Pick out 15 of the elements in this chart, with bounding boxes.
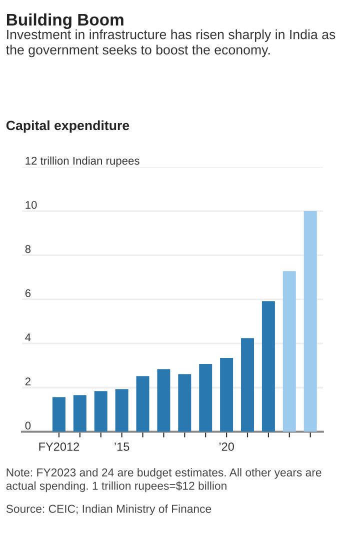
chart-title: Building Boom — [6, 13, 124, 29]
text: Note: FY2023 and 24 are budget estimates. All other years are actual spending. 1 trillion rupees=$12 billion — [6, 468, 322, 492]
y-tick-label: 4 — [25, 334, 31, 342]
x-tick-label: FY2012 — [39, 442, 80, 451]
x-tick-label: ’15 — [114, 442, 130, 451]
y-tick-label: 12 trillion Indian rupees — [26, 156, 140, 167]
y-tick-label: 0 — [25, 422, 31, 430]
y-tick-label: 6 — [25, 289, 31, 298]
text: Capital expenditure — [6, 120, 130, 133]
x-tick-label: ’20 — [219, 442, 234, 451]
y-tick-label: 8 — [25, 245, 31, 253]
y-tick-label: 2 — [25, 378, 30, 386]
y-tick-label: 10 — [26, 200, 37, 209]
chart-subtitle: Investment in infrastructure has risen sharply in India as the government seeks to boost the economy. — [6, 29, 336, 58]
source-note: Source: CEIC; Indian Ministry of Finance — [6, 504, 212, 516]
